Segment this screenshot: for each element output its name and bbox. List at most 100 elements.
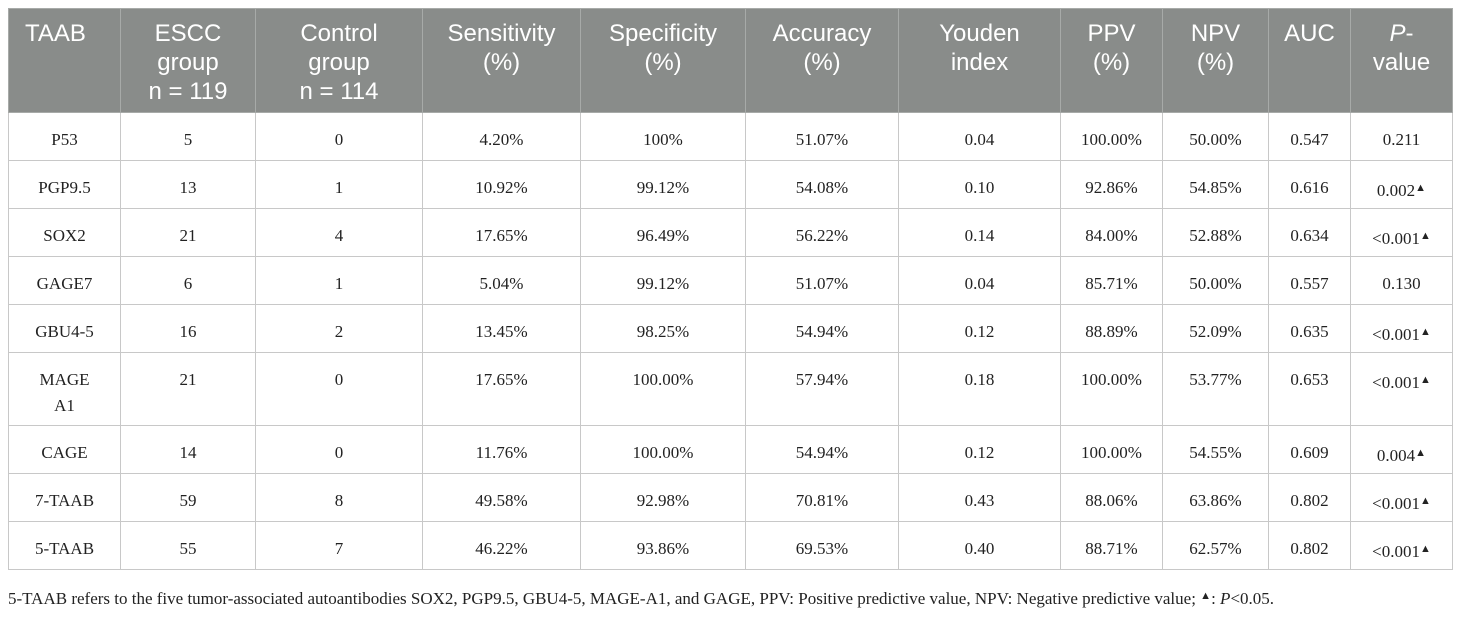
cell: 0.802 [1268,521,1351,570]
header-row: TAAB ESCC group n = 119 Control group n = 114 S… [8,8,1453,113]
cell: 99.12% [580,256,746,305]
cell: 52.09% [1162,304,1269,353]
significance-mark: ▲ [1419,543,1431,555]
cell: 100.00% [1060,425,1163,474]
value: 17.65% [475,226,528,245]
cell: 100.00% [580,425,746,474]
cell: 10.92% [422,160,581,209]
value: 92.86% [1085,178,1138,197]
header-line: (%) [803,49,841,76]
header-line: PPV [1087,20,1136,47]
cell: 0.002▲ [1350,160,1453,209]
name: 7-TAAB [34,491,95,510]
value: 0.547 [1290,130,1329,149]
table-row: MAGE A1 21 0 17.65% 100.00% 57.94% 0.18 100.00%… [8,352,1453,426]
cell: <0.001▲ [1350,521,1453,570]
cell: 7 [255,521,423,570]
header-line: TAAB [25,20,86,47]
value: 0.609 [1290,443,1329,462]
value: 4 [334,226,344,245]
value: 21 [179,226,197,245]
row-label: PGP9.5 [8,160,121,209]
cell: 0 [255,425,423,474]
cell: 5 [120,112,256,161]
value: 84.00% [1085,226,1138,245]
footnote-part: <0.05. [1230,589,1275,608]
column-header: NPV (%) [1162,8,1269,113]
value: 51.07% [795,130,849,149]
significance-mark: ▲ [1419,495,1431,507]
value: 0.635 [1290,322,1329,341]
cell: <0.001▲ [1350,304,1453,353]
cell: 0.634 [1268,208,1351,257]
cell: 93.86% [580,521,746,570]
value: 7 [334,539,344,558]
value: 0.802 [1290,539,1329,558]
value: 100.00% [1081,370,1142,389]
p-value: 0.130 [1382,274,1421,293]
table-row: 5-TAAB 55 7 46.22% 93.86% 69.53% 0.40 88.71% 62.… [8,521,1453,570]
cell: 88.06% [1060,473,1163,522]
cell: 100.00% [1060,352,1163,426]
value: 21 [179,370,197,389]
header-line: Accuracy [772,20,872,47]
cell: <0.001▲ [1350,473,1453,522]
value: 0 [334,370,344,389]
row-label: SOX2 [8,208,121,257]
value: 96.49% [636,226,690,245]
value: 0.616 [1290,178,1329,197]
value: 88.71% [1085,539,1138,558]
cell: 21 [120,352,256,426]
value: 70.81% [795,491,849,510]
value: 52.09% [1189,322,1242,341]
cell: 6 [120,256,256,305]
value: 85.71% [1085,274,1138,293]
value: 99.12% [636,274,690,293]
header-line: (%) [1092,49,1131,76]
cell: 84.00% [1060,208,1163,257]
value: 14 [179,443,197,462]
value: 50.00% [1189,130,1242,149]
cell: 0.12 [898,304,1061,353]
table-row: SOX2 21 4 17.65% 96.49% 56.22% 0.14 84.00% 52.88… [8,208,1453,257]
value: 0.12 [964,443,995,462]
cell: 4 [255,208,423,257]
value: 0.18 [964,370,995,389]
value: 16 [179,322,197,341]
value: 11.76% [475,443,528,462]
value: 88.06% [1085,491,1138,510]
value: 98.25% [636,322,690,341]
table-row: GAGE7 6 1 5.04% 99.12% 51.07% 0.04 85.71% 50.00%… [8,256,1453,305]
cell: 54.94% [745,304,899,353]
significance-mark: ▲ [1419,230,1431,242]
cell: 5.04% [422,256,581,305]
cell: 4.20% [422,112,581,161]
value: 63.86% [1189,491,1242,510]
value: 5 [183,130,193,149]
cell: 100% [580,112,746,161]
cell: 13.45% [422,304,581,353]
value: 54.08% [795,178,849,197]
value: 1 [334,274,344,293]
cell: 88.71% [1060,521,1163,570]
value: 62.57% [1189,539,1242,558]
cell: 99.12% [580,160,746,209]
value: 52.88% [1189,226,1242,245]
cell: 70.81% [745,473,899,522]
cell: 52.88% [1162,208,1269,257]
name: CAGE [41,443,88,462]
name: SOX2 [43,226,86,245]
value: 0.653 [1290,370,1329,389]
p-value: <0.001 [1372,542,1420,561]
value: 0.634 [1290,226,1329,245]
column-header: Accuracy (%) [745,8,899,113]
value: 100.00% [632,443,694,462]
cell: 0.18 [898,352,1061,426]
table-row: PGP9.5 13 1 10.92% 99.12% 54.08% 0.10 92.86% 54.… [8,160,1453,209]
value: 46.22% [475,539,528,558]
column-header: P-value [1350,8,1453,113]
cell: 0 [255,352,423,426]
cell: 100.00% [1060,112,1163,161]
name: GAGE7 [36,274,93,293]
value: 93.86% [636,539,690,558]
